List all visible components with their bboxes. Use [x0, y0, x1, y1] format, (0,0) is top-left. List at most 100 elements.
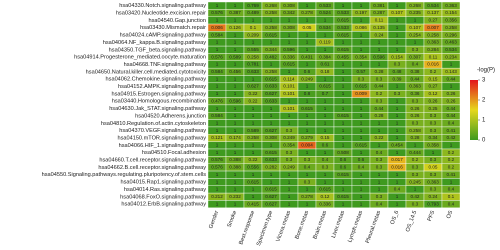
cell-value: 1	[216, 143, 219, 148]
cell-value: 0.05	[303, 25, 312, 30]
cell-value: 1	[396, 113, 399, 118]
column-label: Lymph.metas	[347, 210, 364, 244]
cell-value: 0.296	[445, 32, 457, 37]
cell-value: 1	[378, 187, 381, 192]
cell-value: 0.596	[283, 47, 295, 52]
cell-value: 1	[414, 18, 417, 23]
cell-value: 0.381	[373, 3, 385, 8]
cell-value: 1	[342, 62, 345, 67]
cell-value: 1	[342, 3, 345, 8]
cell-value: 0.489	[247, 10, 259, 15]
cell-value: 0.6	[340, 165, 347, 170]
cell-value: 1	[360, 120, 363, 125]
cell-value: 1	[342, 84, 345, 89]
cell-value: 0.387	[229, 10, 241, 15]
cell-value: 1	[342, 98, 345, 103]
cell-value: 1	[342, 187, 345, 192]
cell-value: 1	[414, 40, 417, 45]
cell-value: 1	[342, 76, 345, 81]
cell-value: 1	[270, 62, 273, 67]
cell-value: 0.533	[337, 10, 349, 15]
cell-value: 0.278	[301, 194, 313, 199]
cell-value: 0.3	[430, 172, 437, 177]
cell-value: 0.258	[247, 135, 259, 140]
cell-value: 0.615	[265, 150, 277, 155]
cell-value: 0.3	[430, 157, 437, 162]
cell-value: 1	[270, 179, 273, 184]
cell-value: 0.26	[411, 113, 420, 118]
cell-value: 0.101	[283, 84, 295, 89]
row-label: hsa04066.HIF_1.signaling.pathway	[119, 143, 207, 149]
cell-value: 1	[378, 179, 381, 184]
cell-value: 0.154	[445, 10, 457, 15]
cell-value: 0.584	[211, 32, 223, 37]
cell-value: 1	[378, 143, 381, 148]
cell-value: 1	[288, 98, 291, 103]
cell-value: 1	[288, 113, 291, 118]
cell-value: 0.431	[301, 54, 313, 59]
cell-value: 1	[234, 120, 237, 125]
cell-value: 1	[306, 150, 309, 155]
cell-value: 0.615	[265, 187, 277, 192]
cell-value: 0.249	[283, 165, 295, 170]
cell-value: 1	[378, 62, 381, 67]
cell-value: 0.174	[229, 135, 241, 140]
cell-value: 0.534	[427, 3, 439, 8]
cell-value: 1	[396, 120, 399, 125]
cell-value: 1	[396, 135, 399, 140]
cell-value: 1	[360, 179, 363, 184]
cell-value: 0.615	[265, 76, 277, 81]
cell-value: 0.249	[283, 135, 295, 140]
cell-value: 0.004	[301, 143, 313, 148]
cell-value: 0.584	[211, 113, 223, 118]
row-label: hsa04012.ErbB.signaling.pathway	[121, 202, 206, 208]
cell-value: 0.482	[265, 54, 277, 59]
cell-value: 1	[234, 18, 237, 23]
cell-value: 0.15	[429, 76, 438, 81]
cell-value: 0.415	[247, 201, 259, 206]
cell-value: 1	[252, 40, 255, 45]
cell-value: 0.44	[447, 76, 456, 81]
cell-value: 0.533	[337, 25, 349, 30]
cell-value: 0.576	[211, 10, 223, 15]
cell-value: 1	[288, 194, 291, 199]
cell-value: 1	[324, 106, 327, 111]
cell-value: 0.249	[301, 76, 313, 81]
cell-value: 1	[360, 32, 363, 37]
cell-value: 0.3	[394, 62, 401, 67]
cell-value: 1	[360, 201, 363, 206]
cell-value: 0.006	[211, 25, 223, 30]
cell-value: 1	[360, 194, 363, 199]
cell-value: 0.28	[375, 69, 384, 74]
cell-value: 0.524	[319, 10, 331, 15]
cell-value: 0.126	[229, 25, 241, 30]
cell-value: 1	[378, 40, 381, 45]
row-label: hsa04540.Gap.junction	[148, 18, 206, 24]
cell-value: 1	[270, 18, 273, 23]
cell-value: 0.2	[448, 157, 455, 162]
cell-value: 1	[288, 120, 291, 125]
cell-value: 1	[234, 187, 237, 192]
cell-value: 0.534	[319, 25, 331, 30]
legend-tick-label: 1	[482, 118, 486, 124]
cell-value: 1	[216, 120, 219, 125]
cell-value: 0.4	[448, 120, 455, 125]
cell-value: 1	[396, 40, 399, 45]
cell-value: 0.11	[375, 18, 384, 23]
cell-value: 1	[360, 172, 363, 177]
cell-value: 1	[396, 18, 399, 23]
cell-value: 1	[234, 62, 237, 67]
cell-value: 0.589	[247, 128, 259, 133]
cell-value: 1	[270, 143, 273, 148]
cell-value: 0.615	[301, 106, 313, 111]
cell-value: 0.2	[448, 150, 455, 155]
cell-value: 1	[306, 120, 309, 125]
cell-value: 0.258	[247, 54, 259, 59]
cell-value: 1	[234, 113, 237, 118]
cell-value: 1	[252, 120, 255, 125]
cell-value: 0.3	[412, 165, 419, 170]
cell-value: 1	[324, 128, 327, 133]
cell-value: 0.4	[376, 150, 383, 155]
legend-bar	[470, 80, 478, 140]
cell-value: 0.342	[283, 10, 295, 15]
